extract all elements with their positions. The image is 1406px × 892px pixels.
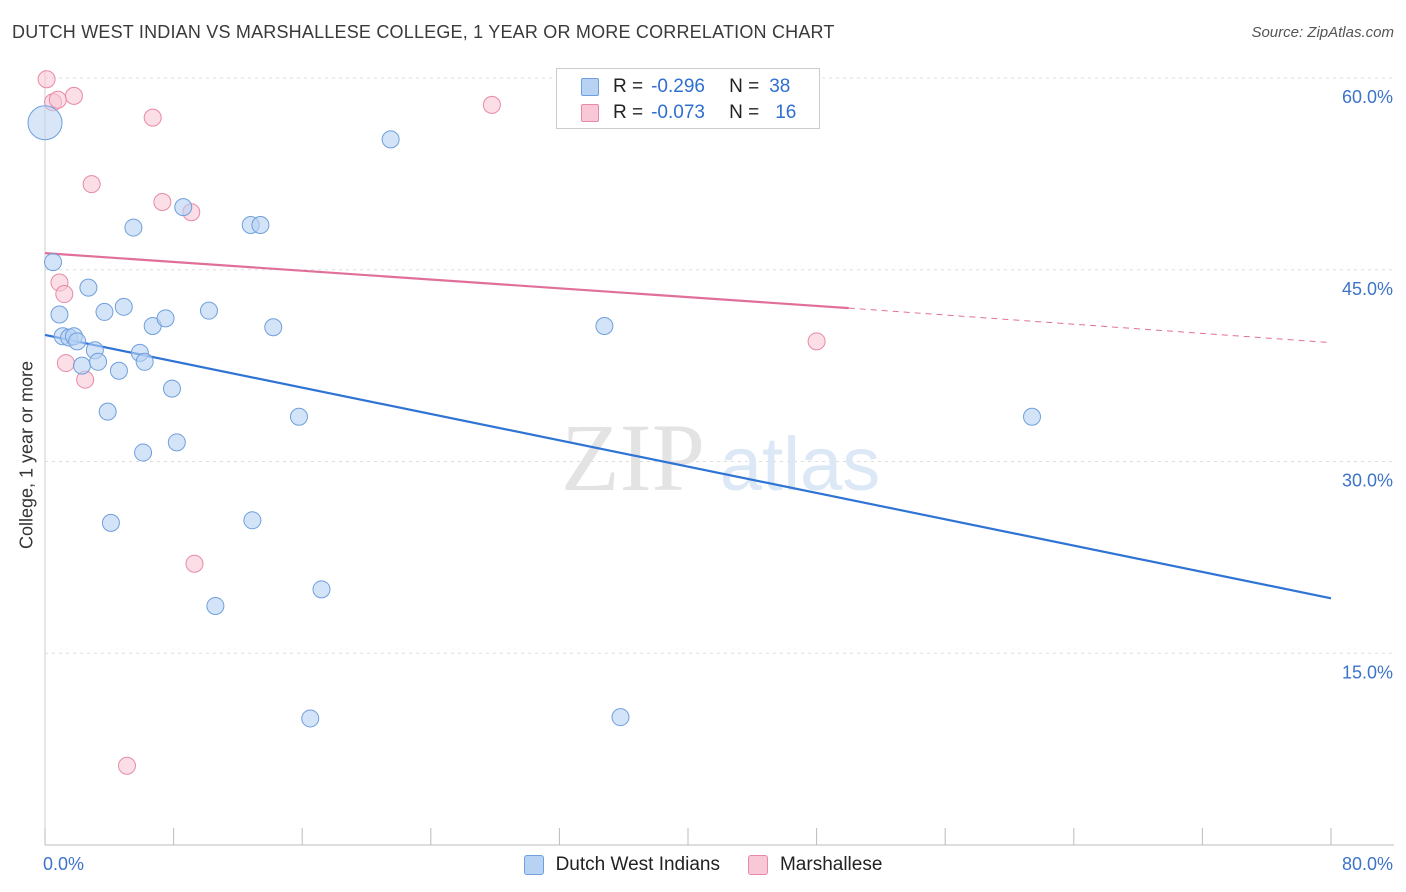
data-point-marshallese xyxy=(37,70,56,89)
trendline-marshallese xyxy=(44,252,849,310)
data-point-dutch-west-indians xyxy=(79,278,98,297)
legend-n-label: N = xyxy=(729,76,760,97)
legend-item-dutch-west-indians[interactable]: Dutch West Indians xyxy=(523,854,720,876)
legend-swatch-blue xyxy=(523,855,544,875)
y-tick-label: 60.0% xyxy=(1342,87,1393,107)
data-point-marshallese xyxy=(64,86,83,105)
data-point-dutch-west-indians xyxy=(1023,407,1042,426)
legend-item-marshallese[interactable]: Marshallese xyxy=(747,854,883,876)
trendline-dutch-west-indians xyxy=(44,333,1332,600)
data-point-dutch-west-indians xyxy=(44,253,63,272)
trendline-marshallese-extension xyxy=(848,307,1332,344)
legend-n-value: 38 xyxy=(769,76,791,97)
marshallese-points xyxy=(37,70,826,775)
data-point-dutch-west-indians xyxy=(301,709,320,728)
data-point-dutch-west-indians xyxy=(27,105,63,141)
gridlines xyxy=(45,77,1394,654)
y-tick-label: 15.0% xyxy=(1342,662,1393,682)
data-point-marshallese xyxy=(48,90,67,109)
data-point-dutch-west-indians xyxy=(162,379,181,398)
legend-label: Dutch West Indians xyxy=(555,854,720,875)
data-point-marshallese xyxy=(185,554,204,573)
source-credit: Source: ZipAtlas.com xyxy=(1251,24,1394,41)
data-point-dutch-west-indians xyxy=(101,513,120,532)
data-point-dutch-west-indians xyxy=(243,511,262,530)
x-tick-label-min: 0.0% xyxy=(43,854,84,874)
data-point-dutch-west-indians xyxy=(95,302,114,321)
legend-r-label: R = xyxy=(613,102,644,123)
data-point-marshallese xyxy=(153,192,172,211)
data-point-dutch-west-indians xyxy=(611,708,630,727)
watermark-atlas: atlas xyxy=(720,422,881,507)
y-tick-label: 30.0% xyxy=(1342,471,1393,491)
legend-swatch-pink xyxy=(747,855,768,875)
legend-n-label: N = xyxy=(729,102,760,123)
data-point-dutch-west-indians xyxy=(98,402,117,421)
watermark: ZIP atlas xyxy=(561,404,880,511)
legend-row-dutch-west-indians: R = -0.296 N = 38 xyxy=(557,74,819,100)
data-point-dutch-west-indians xyxy=(50,305,69,324)
data-point-dutch-west-indians xyxy=(135,352,154,371)
legend-n-value: 16 xyxy=(775,102,797,123)
data-point-dutch-west-indians xyxy=(72,356,91,375)
legend-r-label: R = xyxy=(613,76,644,97)
dutch-west-indians-points xyxy=(27,105,1042,728)
data-point-dutch-west-indians xyxy=(312,580,331,599)
data-point-dutch-west-indians xyxy=(68,332,87,351)
legend-label: Marshallese xyxy=(779,854,883,875)
data-point-dutch-west-indians xyxy=(109,361,128,380)
data-point-dutch-west-indians xyxy=(199,301,218,320)
data-point-dutch-west-indians xyxy=(289,407,308,426)
data-point-marshallese xyxy=(143,108,162,127)
data-point-dutch-west-indians xyxy=(114,297,133,316)
tick-labels: 15.0% 30.0% 45.0% 60.0% 0.0% 80.0% xyxy=(43,87,1393,874)
data-point-marshallese xyxy=(55,285,74,304)
data-point-dutch-west-indians xyxy=(89,352,108,371)
series-legend: Dutch West Indians Marshallese xyxy=(0,852,1406,878)
watermark-zip: ZIP xyxy=(561,404,705,511)
data-point-dutch-west-indians xyxy=(124,218,143,237)
data-point-marshallese xyxy=(56,354,75,373)
legend-row-marshallese: R = -0.073 N = 16 xyxy=(557,100,819,126)
correlation-legend: R = -0.296 N = 38 R = -0.073 N = 16 xyxy=(556,68,820,129)
data-point-dutch-west-indians xyxy=(264,318,283,337)
data-point-dutch-west-indians xyxy=(381,130,400,149)
data-point-dutch-west-indians xyxy=(156,309,175,328)
y-axis-label: College, 1 year or more xyxy=(16,360,37,550)
trend-lines xyxy=(44,252,1332,600)
x-tick-label-max: 80.0% xyxy=(1342,854,1393,874)
chart-title: DUTCH WEST INDIAN VS MARSHALLESE COLLEGE… xyxy=(12,22,835,42)
data-point-dutch-west-indians xyxy=(167,433,186,452)
axes xyxy=(44,70,1394,846)
y-tick-label: 45.0% xyxy=(1342,279,1393,299)
data-point-marshallese xyxy=(482,95,501,114)
legend-swatch-pink xyxy=(581,104,599,122)
data-point-marshallese xyxy=(117,756,136,775)
legend-swatch-blue xyxy=(581,78,599,96)
data-point-dutch-west-indians xyxy=(134,443,153,462)
data-point-dutch-west-indians xyxy=(595,316,614,335)
legend-r-value: -0.296 xyxy=(651,76,705,97)
legend-r-value: -0.073 xyxy=(651,102,705,123)
data-point-dutch-west-indians xyxy=(174,198,193,217)
data-point-dutch-west-indians xyxy=(206,596,225,615)
data-point-marshallese xyxy=(807,332,826,351)
data-point-dutch-west-indians xyxy=(251,216,270,235)
data-point-marshallese xyxy=(82,175,101,194)
